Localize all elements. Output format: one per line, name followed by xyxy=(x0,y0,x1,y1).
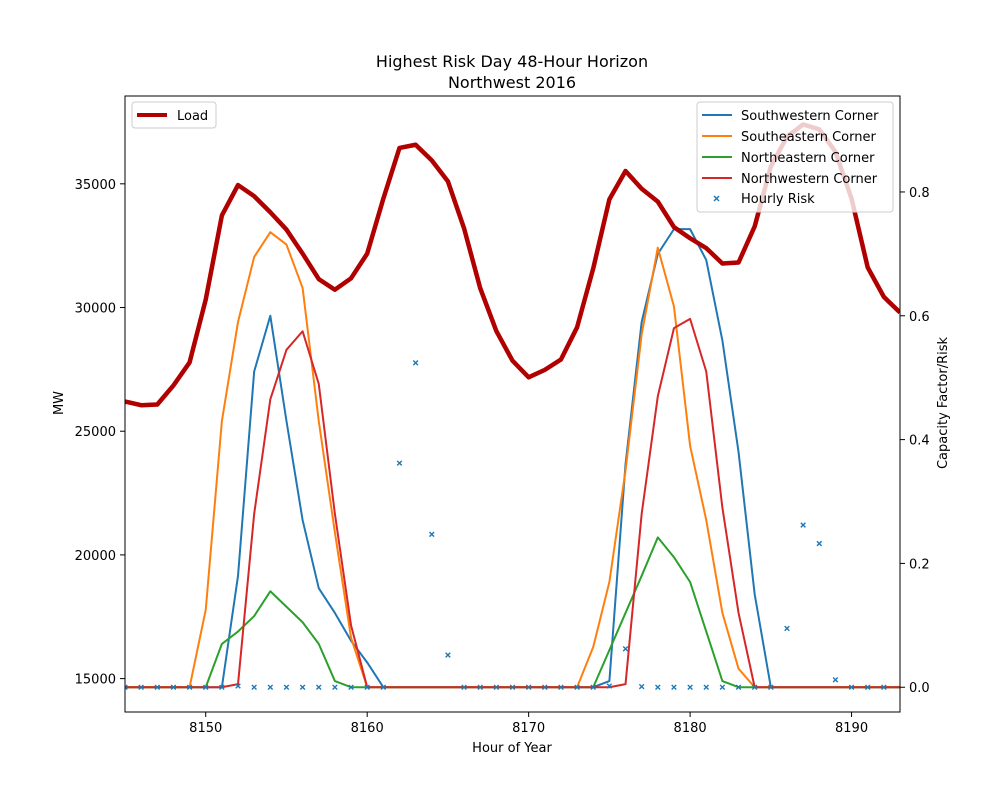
legend-southwestern-label: Southwestern Corner xyxy=(741,109,879,124)
risk-point xyxy=(671,684,677,691)
x-tick-label: 8190 xyxy=(835,721,868,736)
y-left-tick-label: 25000 xyxy=(75,425,116,440)
risk-point xyxy=(267,684,274,691)
risk-point xyxy=(186,684,193,691)
y-right-tick-label: 0.8 xyxy=(909,186,930,201)
legend-southeastern-label: Southeastern Corner xyxy=(741,130,876,145)
y-left-tick-label: 20000 xyxy=(75,549,116,564)
risk-point xyxy=(816,540,823,547)
plot-area xyxy=(124,95,901,713)
risk-point xyxy=(445,652,451,658)
risk-point xyxy=(832,677,839,683)
y-left-tick-label: 35000 xyxy=(75,178,116,193)
legend-northeastern-label: Northeastern Corner xyxy=(741,151,875,166)
risk-point xyxy=(590,684,597,691)
risk-point xyxy=(864,684,871,691)
risk-point xyxy=(380,684,387,691)
risk-point xyxy=(622,646,629,652)
risk-point xyxy=(525,684,532,691)
risk-point xyxy=(235,683,241,689)
risk-point xyxy=(751,684,758,691)
y-left-tick-label: 15000 xyxy=(75,673,116,688)
y-right-tick-label: 0.0 xyxy=(909,681,930,696)
risk-point xyxy=(125,684,128,691)
risk-point xyxy=(719,684,726,691)
y-left-tick-label: 30000 xyxy=(75,302,116,317)
risk-point xyxy=(735,684,742,691)
y-axis-left-label: MW xyxy=(52,391,67,415)
x-axis-label: Hour of Year xyxy=(472,741,552,756)
legend-left-box xyxy=(131,101,217,129)
risk-point xyxy=(412,360,419,366)
risk-point xyxy=(396,460,403,466)
legend-risk-label: Hourly Risk xyxy=(741,192,815,207)
risk-point xyxy=(428,531,435,538)
x-tick-label: 8180 xyxy=(674,721,707,736)
risk-point xyxy=(881,684,887,691)
risk-point xyxy=(703,684,710,691)
plot-frame xyxy=(124,95,901,713)
risk-point xyxy=(558,684,564,691)
legend-northwestern-label: Northwestern Corner xyxy=(741,172,878,187)
y-right-tick-label: 0.2 xyxy=(909,557,930,572)
risk-point xyxy=(251,684,257,691)
y-right-tick-label: 0.6 xyxy=(909,310,930,325)
risk-point xyxy=(138,684,144,691)
risk-point xyxy=(574,684,580,691)
legend-risk-swatch xyxy=(713,195,720,202)
risk-point xyxy=(687,684,693,691)
x-tick-label: 8170 xyxy=(512,721,545,736)
x-tick-label: 8160 xyxy=(351,721,384,736)
y-axis-right: 0.0 0.2 0.4 0.6 0.8 xyxy=(900,186,930,696)
x-tick-label: 8150 xyxy=(189,721,222,736)
risk-point xyxy=(784,625,790,632)
risk-point xyxy=(154,684,161,691)
legend-left: Load xyxy=(131,101,217,129)
risk-point xyxy=(315,684,322,691)
y-right-tick-label: 0.4 xyxy=(909,434,930,449)
risk-point xyxy=(606,683,613,689)
y-axis-left: 15000 20000 25000 30000 35000 xyxy=(75,178,125,688)
risk-point xyxy=(219,684,225,691)
risk-point xyxy=(848,684,855,691)
risk-point xyxy=(283,684,290,691)
risk-point xyxy=(202,684,209,691)
chart-title: Highest Risk Day 48-Hour Horizon xyxy=(376,52,648,71)
x-axis: 8150 8160 8170 8180 8190 xyxy=(189,712,868,736)
risk-point xyxy=(655,684,661,691)
risk-point xyxy=(364,684,370,691)
risk-point xyxy=(348,684,354,691)
risk-point xyxy=(638,683,645,690)
risk-point xyxy=(477,684,484,691)
legend-load-label: Load xyxy=(177,109,208,124)
risk-point xyxy=(768,684,774,691)
risk-point xyxy=(509,684,516,691)
risk-markers xyxy=(125,360,887,691)
risk-point xyxy=(800,522,806,528)
risk-point xyxy=(541,684,548,691)
risk-point xyxy=(332,684,338,691)
y-axis-right-label: Capacity Factor/Risk xyxy=(936,337,951,470)
legend-right-box xyxy=(696,101,894,213)
legend-right: Southwestern Corner Southeastern Corner … xyxy=(696,101,894,213)
risk-point xyxy=(299,684,306,691)
risk-point xyxy=(461,684,467,691)
risk-point xyxy=(493,684,500,691)
chart-subtitle: Northwest 2016 xyxy=(448,73,576,92)
risk-point xyxy=(170,684,177,691)
